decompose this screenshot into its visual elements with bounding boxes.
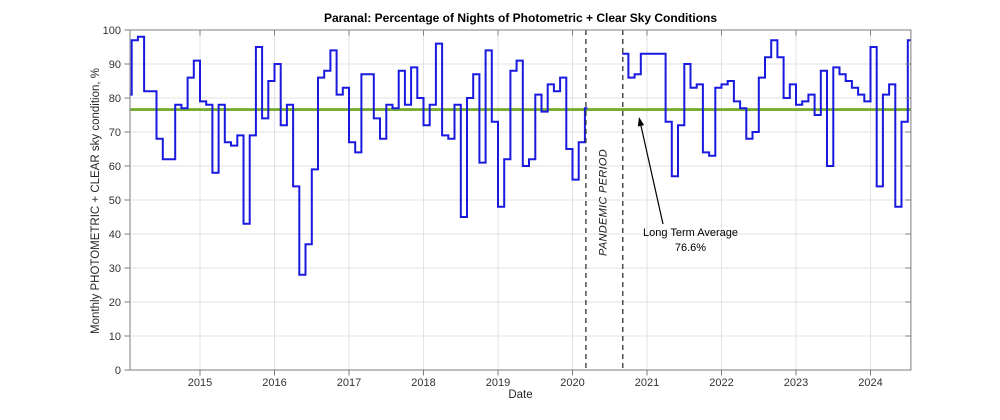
pandemic-period-label: PANDEMIC PERIOD xyxy=(597,149,610,256)
long-term-average-text: Long Term Average xyxy=(643,227,738,239)
svg-text:40: 40 xyxy=(109,229,121,241)
svg-text:0: 0 xyxy=(115,365,121,377)
svg-text:90: 90 xyxy=(109,59,121,71)
long-term-average-value: 76.6% xyxy=(674,242,707,254)
svg-text:10: 10 xyxy=(109,331,121,343)
svg-text:2024: 2024 xyxy=(858,377,882,389)
svg-text:30: 30 xyxy=(109,263,121,275)
long-term-average-annotation: Long Term Average 76.6% xyxy=(618,226,763,256)
svg-text:20: 20 xyxy=(109,297,121,309)
svg-text:60: 60 xyxy=(109,161,121,173)
x-axis-label: Date xyxy=(508,389,533,401)
svg-text:2022: 2022 xyxy=(709,377,733,389)
svg-text:2019: 2019 xyxy=(486,377,510,389)
svg-text:2023: 2023 xyxy=(784,377,808,389)
svg-text:50: 50 xyxy=(109,195,121,207)
svg-text:2020: 2020 xyxy=(560,377,584,389)
svg-text:100: 100 xyxy=(103,25,121,37)
svg-text:2021: 2021 xyxy=(635,377,659,389)
svg-text:2017: 2017 xyxy=(337,377,361,389)
chart-title: Paranal: Percentage of Nights of Photome… xyxy=(323,11,718,25)
svg-text:2018: 2018 xyxy=(411,377,435,389)
svg-text:80: 80 xyxy=(109,93,121,105)
svg-text:2016: 2016 xyxy=(262,377,286,389)
svg-text:70: 70 xyxy=(109,127,121,139)
y-axis-label: Monthly PHOTOMETRIC + CLEAR sky conditio… xyxy=(90,68,102,334)
svg-text:2015: 2015 xyxy=(188,377,212,389)
